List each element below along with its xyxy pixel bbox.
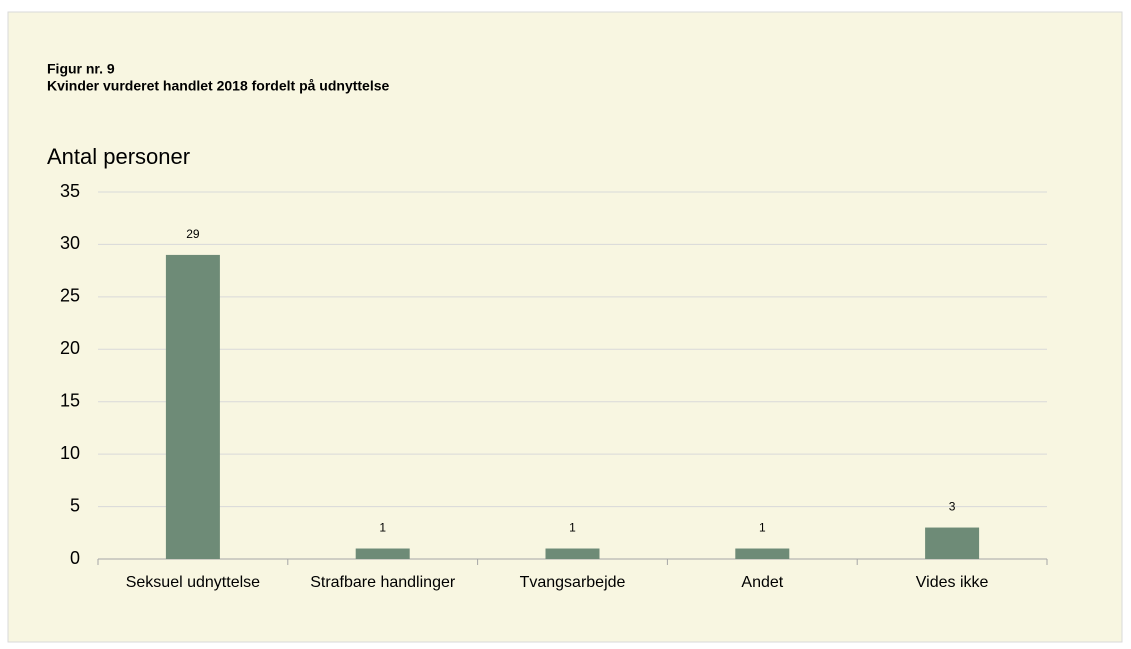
y-tick-label: 30 bbox=[60, 233, 80, 253]
x-tick-label: Seksuel udnyttelse bbox=[126, 574, 260, 591]
data-label: 1 bbox=[569, 521, 576, 535]
data-label: 29 bbox=[186, 227, 200, 241]
y-tick-label: 35 bbox=[60, 181, 80, 201]
bar bbox=[165, 254, 220, 559]
bar bbox=[735, 548, 790, 559]
y-axis-label: Antal personer bbox=[47, 144, 190, 169]
chart-subtitle: Kvinder vurderet handlet 2018 fordelt på… bbox=[47, 78, 390, 94]
y-tick-label: 20 bbox=[60, 338, 80, 358]
x-tick-label: Vides ikke bbox=[916, 574, 989, 591]
y-tick-label: 15 bbox=[60, 390, 80, 410]
x-tick-label: Strafbare handlinger bbox=[310, 574, 456, 591]
data-label: 1 bbox=[379, 521, 386, 535]
y-tick-label: 0 bbox=[70, 548, 80, 568]
bar bbox=[355, 548, 410, 559]
bar bbox=[545, 548, 600, 559]
bar bbox=[925, 527, 980, 559]
x-tick-label: Tvangsarbejde bbox=[520, 574, 626, 591]
y-tick-label: 10 bbox=[60, 443, 80, 463]
data-label: 3 bbox=[949, 500, 956, 514]
chart-title: Figur nr. 9 bbox=[47, 61, 115, 77]
x-tick-label: Andet bbox=[741, 574, 783, 591]
data-label: 1 bbox=[759, 521, 766, 535]
y-tick-label: 5 bbox=[70, 495, 80, 515]
y-tick-label: 25 bbox=[60, 286, 80, 306]
